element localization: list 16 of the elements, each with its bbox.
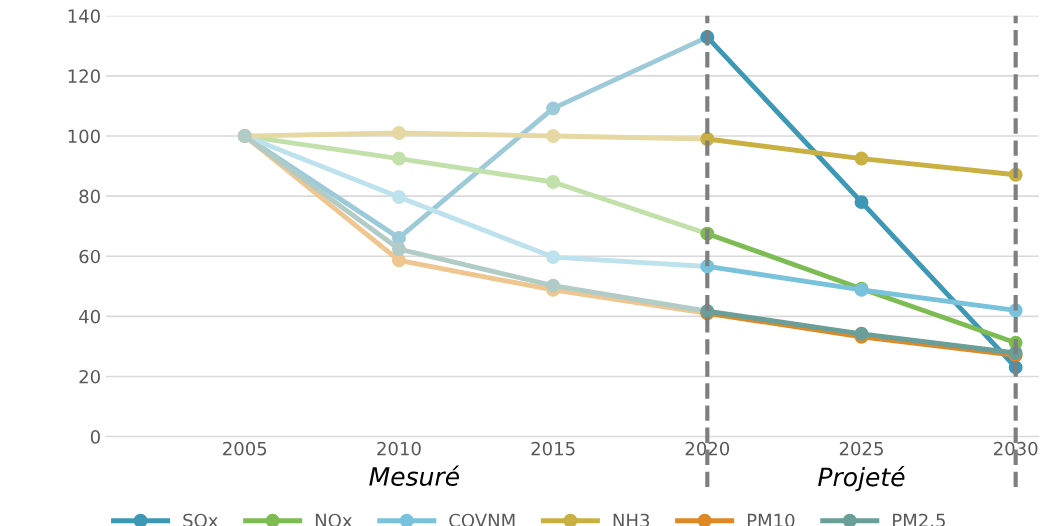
x-tick-label: 2020 <box>685 441 730 456</box>
y-tick-label: 120 <box>68 69 100 84</box>
x-tick-label: 2015 <box>531 441 575 456</box>
x-tick-label: 2010 <box>377 441 421 456</box>
y-tick-label: 100 <box>68 129 100 144</box>
text: Mesuré <box>369 465 460 486</box>
y-tick-label: 0 <box>90 430 100 444</box>
y-tick-label: 140 <box>68 9 100 23</box>
x-tick-label: 2030 <box>994 441 1038 456</box>
y-tick-label: 80 <box>79 189 100 204</box>
y-tick-label: 40 <box>79 309 100 324</box>
x-tick-label: 2025 <box>839 441 883 456</box>
y-tick-label: 20 <box>79 369 100 384</box>
y-tick-label: 60 <box>79 249 100 264</box>
text: Projeté <box>818 466 905 492</box>
x-tick-label: 2005 <box>223 441 267 456</box>
